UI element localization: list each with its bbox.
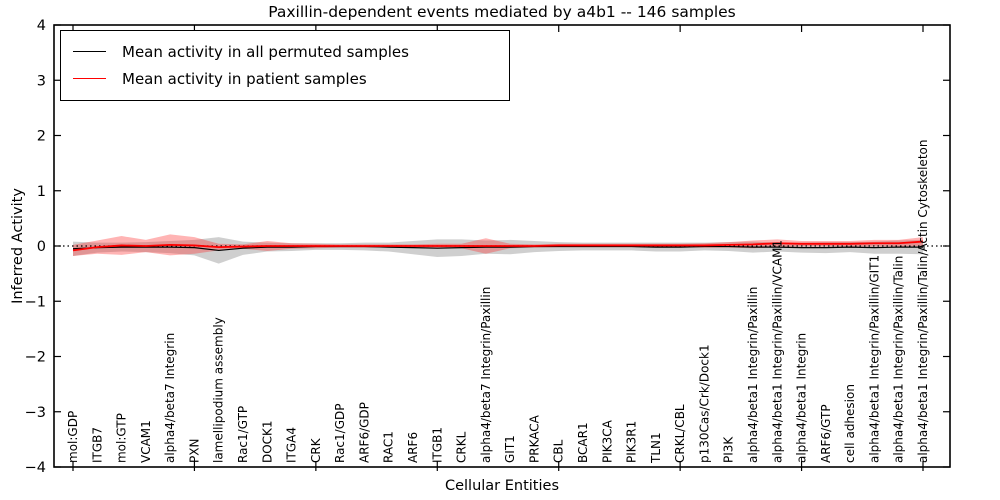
- legend-label-patient: Mean activity in patient samples: [122, 69, 367, 88]
- x-category-label: mol:GDP: [66, 411, 80, 463]
- legend-label-permuted: Mean activity in all permuted samples: [122, 42, 409, 61]
- x-category-label: CRK: [309, 437, 323, 463]
- x-category-label: alpha4/beta1 Integrin/Paxillin/Talin: [892, 256, 906, 463]
- chart-title: Paxillin-dependent events mediated by a4…: [268, 3, 736, 21]
- permuted-mean-line: [72, 245, 923, 252]
- y-tick-label: 2: [37, 129, 46, 145]
- x-category-label: lamellipodium assembly: [212, 317, 226, 463]
- x-category-label: TLN1: [649, 432, 663, 464]
- x-category-label: ITGB1: [430, 427, 444, 463]
- x-category-label: CBL: [552, 439, 566, 463]
- x-category-label: ARF6/GDP: [357, 402, 371, 463]
- permuted-std-band: [73, 237, 923, 264]
- x-category-label: ARF6: [406, 432, 420, 463]
- x-category-label: mol:GTP: [115, 413, 129, 463]
- x-category-label: cell adhesion: [843, 384, 857, 463]
- y-tick-label: 0: [37, 239, 46, 255]
- legend-box: Mean activity in all permuted samples Me…: [60, 30, 510, 101]
- y-tick-label: 4: [37, 18, 46, 34]
- x-category-label: alpha4/beta1 Integrin/Paxillin/VCAM1: [770, 240, 784, 463]
- x-category-label: alpha4/beta1 Integrin: [795, 333, 809, 463]
- x-category-label: CRKL: [455, 431, 469, 463]
- x-category-label: alpha4/beta1 Integrin/Paxillin: [746, 287, 760, 463]
- x-category-label: alpha4/beta7 Integrin: [163, 333, 177, 463]
- x-axis-label: Cellular Entities: [444, 478, 560, 494]
- x-category-label: ITGA4: [285, 427, 299, 463]
- x-category-label: PI3K: [722, 436, 736, 463]
- x-category-label: RAC1: [382, 431, 396, 463]
- x-category-label: PIK3R1: [625, 421, 639, 463]
- x-category-label: BCAR1: [576, 422, 590, 463]
- x-category-label: Rac1/GDP: [333, 404, 347, 463]
- y-tick-label: −3: [25, 405, 46, 421]
- y-tick-label: 3: [37, 73, 46, 89]
- x-category-label: alpha4/beta1 Integrin/Paxillin/GIT1: [867, 255, 881, 463]
- permuted-line-swatch: [73, 51, 106, 52]
- x-category-label: PXN: [187, 439, 201, 463]
- legend-entry-patient: Mean activity in patient samples: [73, 65, 499, 92]
- x-category-label: CRKL/CBL: [673, 404, 687, 463]
- legend-entry-permuted: Mean activity in all permuted samples: [73, 38, 499, 65]
- x-category-label: ITGB7: [90, 427, 104, 463]
- patient-line-swatch: [73, 78, 106, 79]
- x-category-label: alpha4/beta1 Integrin/Paxillin/Talin/Act…: [916, 140, 930, 463]
- x-category-label: DOCK1: [260, 420, 274, 463]
- y-tick-label: −2: [25, 350, 46, 366]
- x-category-label: Rac1/GTP: [236, 406, 250, 463]
- x-category-label: alpha4/beta7 Integrin/Paxillin: [479, 287, 493, 463]
- x-category-label: PRKACA: [527, 414, 541, 463]
- x-category-label: p130Cas/Crk/Dock1: [697, 344, 711, 463]
- y-tick-label: −4: [25, 460, 46, 476]
- x-category-label: ARF6/GTP: [819, 404, 833, 463]
- x-category-label: GIT1: [503, 435, 517, 463]
- patient-mean-line: [72, 240, 924, 252]
- y-tick-label: −1: [25, 294, 46, 310]
- x-category-label: PIK3CA: [600, 419, 614, 463]
- y-tick-label: 1: [37, 184, 46, 200]
- x-category-label: VCAM1: [139, 420, 153, 463]
